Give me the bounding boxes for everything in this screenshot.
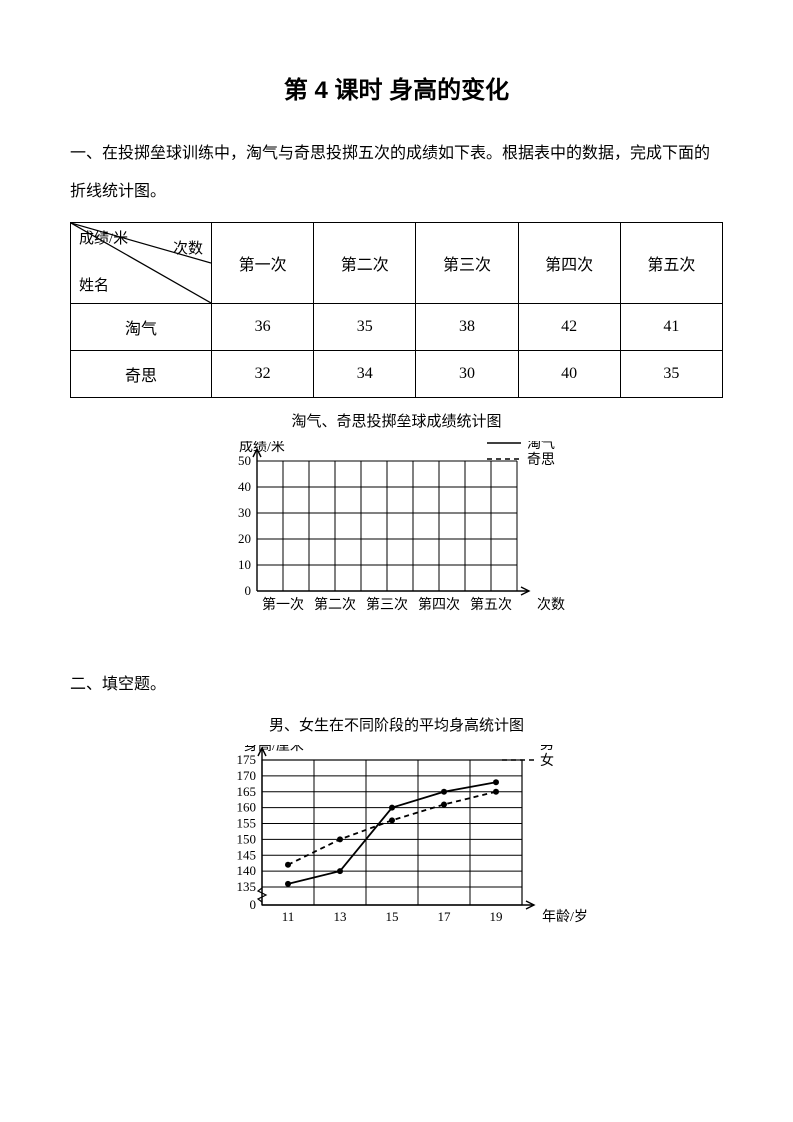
svg-text:40: 40: [238, 479, 251, 494]
cell: 38: [416, 303, 518, 350]
svg-text:140: 140: [236, 863, 256, 878]
svg-text:第四次: 第四次: [418, 596, 460, 613]
svg-text:17: 17: [437, 909, 451, 924]
row-name: 奇思: [71, 350, 212, 397]
svg-text:10: 10: [238, 557, 251, 572]
row-name: 淘气: [71, 303, 212, 350]
col-header: 第五次: [620, 222, 722, 303]
svg-text:奇思: 奇思: [527, 451, 555, 468]
cell: 40: [518, 350, 620, 397]
diag-top-label: 成绩/米: [79, 227, 128, 248]
cell: 36: [212, 303, 314, 350]
svg-text:0: 0: [244, 583, 251, 598]
diag-bottom-label: 姓名: [79, 274, 109, 295]
svg-text:170: 170: [236, 768, 256, 783]
svg-text:第一次: 第一次: [262, 596, 304, 613]
svg-text:第二次: 第二次: [314, 596, 356, 613]
svg-text:男: 男: [540, 745, 554, 753]
svg-text:淘气: 淘气: [527, 441, 555, 452]
svg-text:13: 13: [333, 909, 346, 924]
table-row: 奇思 32 34 30 40 35: [71, 350, 723, 397]
chart2-container: 身高/厘米男女135140145150155160165170175011131…: [70, 745, 723, 955]
chart1-container: 成绩/米淘气奇思01020304050第一次第二次第三次第四次第五次次数: [70, 441, 723, 646]
col-header: 第四次: [518, 222, 620, 303]
empty-line-chart: 成绩/米淘气奇思01020304050第一次第二次第三次第四次第五次次数: [197, 441, 597, 641]
svg-text:175: 175: [236, 752, 256, 767]
cell: 34: [314, 350, 416, 397]
cell: 41: [620, 303, 722, 350]
svg-text:145: 145: [236, 847, 256, 862]
svg-text:15: 15: [385, 909, 398, 924]
svg-text:30: 30: [238, 505, 251, 520]
diag-right-label: 次数: [173, 237, 203, 258]
chart1-caption: 淘气、奇思投掷垒球成绩统计图: [70, 410, 723, 431]
svg-text:女: 女: [540, 752, 554, 769]
col-header: 第一次: [212, 222, 314, 303]
table-row: 淘气 36 35 38 42 41: [71, 303, 723, 350]
chart2-caption: 男、女生在不同阶段的平均身高统计图: [70, 714, 723, 735]
svg-text:20: 20: [238, 531, 251, 546]
col-header: 第三次: [416, 222, 518, 303]
svg-text:11: 11: [281, 909, 294, 924]
svg-text:次数: 次数: [537, 597, 565, 613]
svg-text:160: 160: [236, 800, 256, 815]
height-line-chart: 身高/厘米男女135140145150155160165170175011131…: [197, 745, 597, 950]
svg-text:第三次: 第三次: [366, 596, 408, 613]
section1-intro: 一、在投掷垒球训练中，淘气与奇思投掷五次的成绩如下表。根据表中的数据，完成下面的…: [70, 135, 723, 212]
svg-text:135: 135: [236, 879, 256, 894]
section2-heading: 二、填空题。: [70, 666, 723, 704]
scores-table: 成绩/米 次数 姓名 第一次 第二次 第三次 第四次 第五次 淘气 36 35 …: [70, 222, 723, 398]
svg-text:19: 19: [489, 909, 502, 924]
cell: 32: [212, 350, 314, 397]
col-header: 第二次: [314, 222, 416, 303]
page-title: 第 4 课时 身高的变化: [70, 70, 723, 105]
svg-text:年龄/岁: 年龄/岁: [542, 909, 588, 925]
svg-text:165: 165: [236, 784, 256, 799]
svg-text:150: 150: [236, 832, 256, 847]
cell: 35: [314, 303, 416, 350]
svg-text:155: 155: [236, 816, 256, 831]
svg-text:0: 0: [249, 897, 256, 912]
svg-text:第五次: 第五次: [470, 596, 512, 613]
cell: 42: [518, 303, 620, 350]
cell: 35: [620, 350, 722, 397]
svg-text:50: 50: [238, 453, 251, 468]
cell: 30: [416, 350, 518, 397]
